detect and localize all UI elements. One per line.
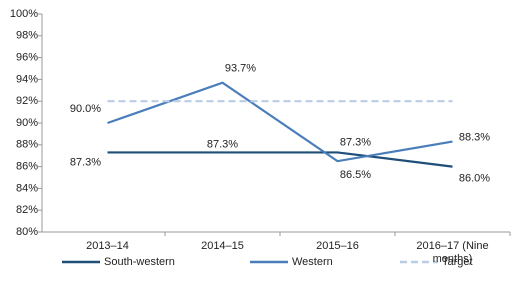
x-tick-label: 2014–15 xyxy=(201,240,244,252)
legend-label: South-western xyxy=(104,256,175,268)
series-line xyxy=(107,151,453,168)
data-label: 90.0% xyxy=(70,103,101,115)
data-label: 86.5% xyxy=(340,169,371,181)
data-label: 87.3% xyxy=(70,156,101,168)
x-tick-label: 2013–14 xyxy=(86,240,129,252)
x-tick-label: 2016–17 (Nine months) xyxy=(416,240,489,265)
data-label: 86.0% xyxy=(459,173,490,185)
y-tick-label: 82% xyxy=(16,204,38,216)
y-tick-label: 98% xyxy=(16,30,38,42)
y-tick-label: 94% xyxy=(16,73,38,85)
data-label: 93.7% xyxy=(225,63,256,75)
x-tick-label: 2015–16 xyxy=(316,240,359,252)
data-label: 87.3% xyxy=(340,136,371,148)
y-tick-label: 80% xyxy=(16,226,38,238)
y-tick-label: 100% xyxy=(10,8,38,20)
y-tick-label: 92% xyxy=(16,95,38,107)
legend-label: Target xyxy=(442,256,473,268)
y-tick-label: 88% xyxy=(16,139,38,151)
y-tick-label: 96% xyxy=(16,52,38,64)
data-label: 88.3% xyxy=(459,131,490,143)
series-line xyxy=(107,81,453,163)
legend-label: Western xyxy=(292,256,333,268)
y-tick-label: 86% xyxy=(16,161,38,173)
data-label: 87.3% xyxy=(207,138,238,150)
y-tick-label: 84% xyxy=(16,182,38,194)
y-tick-label: 90% xyxy=(16,117,38,129)
